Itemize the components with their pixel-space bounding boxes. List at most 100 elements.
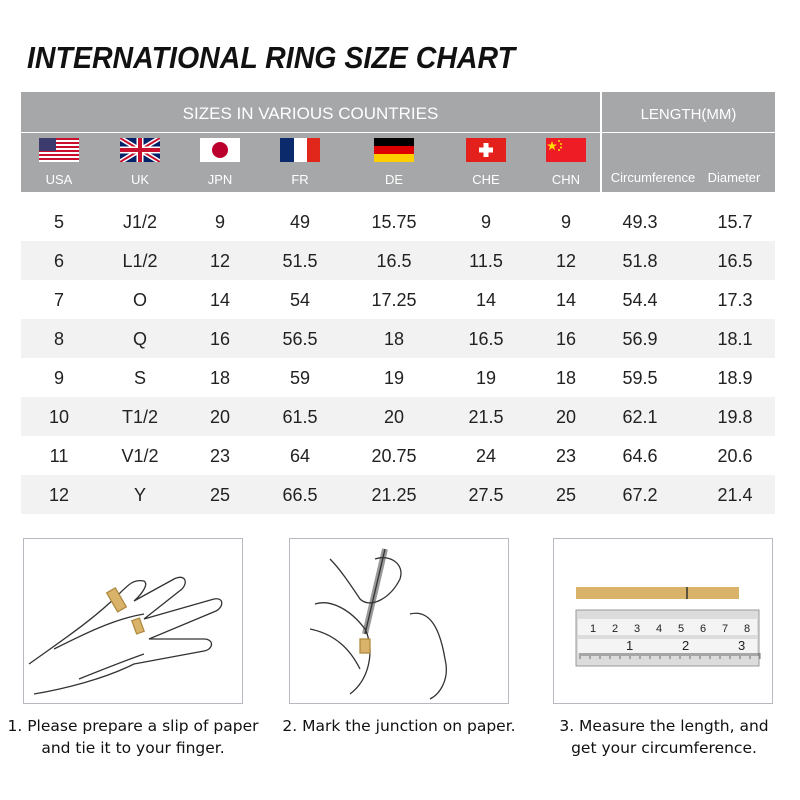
- cell-fr: 49: [289, 212, 311, 232]
- cell-chn: 16: [555, 329, 577, 349]
- cell-uk: Q: [132, 329, 148, 349]
- country-label: USA: [45, 172, 73, 187]
- cell-che: 16.5: [468, 329, 504, 349]
- cell-fr: 61.5: [282, 407, 318, 427]
- ruler-inch-label: 1: [626, 638, 633, 653]
- cell-fr: 51.5: [282, 251, 318, 271]
- page-title: INTERNATIONAL RING SIZE CHART: [27, 40, 516, 75]
- cell-circumference: 62.1: [622, 407, 658, 427]
- cell-uk: J1/2: [122, 212, 158, 232]
- cell-jpn: 18: [209, 368, 231, 388]
- cell-jpn: 12: [209, 251, 231, 271]
- cell-de: 19: [383, 368, 405, 388]
- japan-flag-icon: [200, 138, 240, 162]
- cell-circumference: 54.4: [622, 290, 658, 310]
- country-label: CHN: [551, 172, 581, 187]
- divider: [602, 132, 775, 133]
- table-row: 11 V1/2 23 64 20.75 24 23 64.6 20.6: [21, 436, 775, 475]
- cell-uk: V1/2: [121, 446, 159, 466]
- cell-jpn: 14: [209, 290, 231, 310]
- cell-circumference: 67.2: [622, 485, 658, 505]
- cell-usa: 12: [48, 485, 70, 505]
- table-row: 6 L1/2 12 51.5 16.5 11.5 12 51.8 16.5: [21, 241, 775, 280]
- uk-flag-icon: [120, 138, 160, 162]
- col-jpn: JPN: [200, 138, 240, 187]
- diameter-label: Diameter: [707, 170, 761, 185]
- ruler-cm-label: 4: [656, 623, 662, 635]
- cell-jpn: 23: [209, 446, 231, 466]
- germany-flag-icon: [374, 138, 414, 162]
- cell-usa: 6: [53, 251, 65, 271]
- cell-jpn: 9: [214, 212, 226, 232]
- cell-circumference: 59.5: [622, 368, 658, 388]
- cell-che: 14: [475, 290, 497, 310]
- step-1-caption: 1. Please prepare a slip of paper and tie…: [7, 715, 258, 759]
- cell-usa: 5: [53, 212, 65, 232]
- circumference-label: Circumference: [610, 170, 696, 185]
- cell-de: 16.5: [376, 251, 412, 271]
- ruler-cm-label: 1: [590, 623, 596, 635]
- col-usa: USA: [39, 138, 79, 187]
- cell-diameter: 21.4: [717, 485, 753, 505]
- step-2-caption: 2. Mark the junction on paper.: [282, 715, 515, 737]
- cell-usa: 8: [53, 329, 65, 349]
- cell-fr: 56.5: [282, 329, 318, 349]
- cell-che: 21.5: [468, 407, 504, 427]
- cell-chn: 20: [555, 407, 577, 427]
- cell-diameter: 15.7: [717, 212, 753, 232]
- cell-che: 11.5: [469, 251, 503, 271]
- ruler-cm-label: 2: [612, 623, 618, 635]
- cell-diameter: 18.9: [717, 368, 753, 388]
- col-de: DE: [374, 138, 414, 187]
- caption-line: 1. Please prepare a slip of paper: [7, 717, 259, 735]
- cell-circumference: 64.6: [622, 446, 658, 466]
- cell-chn: 9: [560, 212, 572, 232]
- table-row: 7 O 14 54 17.25 14 14 54.4 17.3: [21, 280, 775, 319]
- switzerland-flag-icon: [466, 138, 506, 162]
- cell-de: 15.75: [371, 212, 417, 232]
- cell-usa: 10: [48, 407, 70, 427]
- cell-che: 9: [480, 212, 492, 232]
- cell-fr: 59: [289, 368, 311, 388]
- length-heading: LENGTH(MM): [640, 106, 737, 123]
- cell-de: 18: [383, 329, 405, 349]
- cell-jpn: 16: [209, 329, 231, 349]
- caption-line: and tie it to your finger.: [41, 739, 225, 757]
- caption-line: 3. Measure the length, and: [559, 717, 769, 735]
- cell-diameter: 17.3: [717, 290, 753, 310]
- france-flag-icon: [280, 138, 320, 162]
- cell-chn: 18: [555, 368, 577, 388]
- cell-chn: 12: [555, 251, 577, 271]
- table-row: 10 T1/2 20 61.5 20 21.5 20 62.1 19.8: [21, 397, 775, 436]
- country-label: DE: [384, 172, 404, 187]
- divider: [21, 132, 600, 133]
- caption-line: get your circumference.: [571, 739, 757, 757]
- cell-chn: 25: [555, 485, 577, 505]
- ruler-cm-label: 6: [700, 623, 706, 635]
- col-fr: FR: [280, 138, 320, 187]
- cell-uk: Y: [133, 485, 147, 505]
- table-header: SIZES IN VARIOUS COUNTRIES LENGTH(MM) US…: [21, 92, 775, 192]
- ruler-cm-label: 3: [634, 623, 640, 635]
- cell-usa: 9: [53, 368, 65, 388]
- cell-de: 17.25: [371, 290, 417, 310]
- cell-chn: 14: [555, 290, 577, 310]
- caption-line: 2. Mark the junction on paper.: [282, 717, 516, 735]
- cell-usa: 7: [53, 290, 65, 310]
- table-row: 5 J1/2 9 49 15.75 9 9 49.3 15.7: [21, 202, 775, 241]
- cell-circumference: 56.9: [622, 329, 658, 349]
- col-uk: UK: [120, 138, 160, 187]
- cell-de: 21.25: [371, 485, 417, 505]
- step-3-caption: 3. Measure the length, and get your circu…: [559, 715, 768, 759]
- ruler-inch-label: 2: [682, 638, 689, 653]
- hand-marking-paper-icon: [309, 548, 447, 700]
- country-label: CHE: [472, 172, 500, 187]
- cell-diameter: 16.5: [717, 251, 753, 271]
- cell-de: 20: [383, 407, 405, 427]
- cell-diameter: 18.1: [717, 329, 753, 349]
- cell-uk: L1/2: [122, 251, 158, 271]
- cell-che: 27.5: [468, 485, 504, 505]
- cell-jpn: 20: [209, 407, 231, 427]
- ruler-cm-label: 8: [744, 623, 750, 635]
- china-flag-icon: [546, 138, 586, 162]
